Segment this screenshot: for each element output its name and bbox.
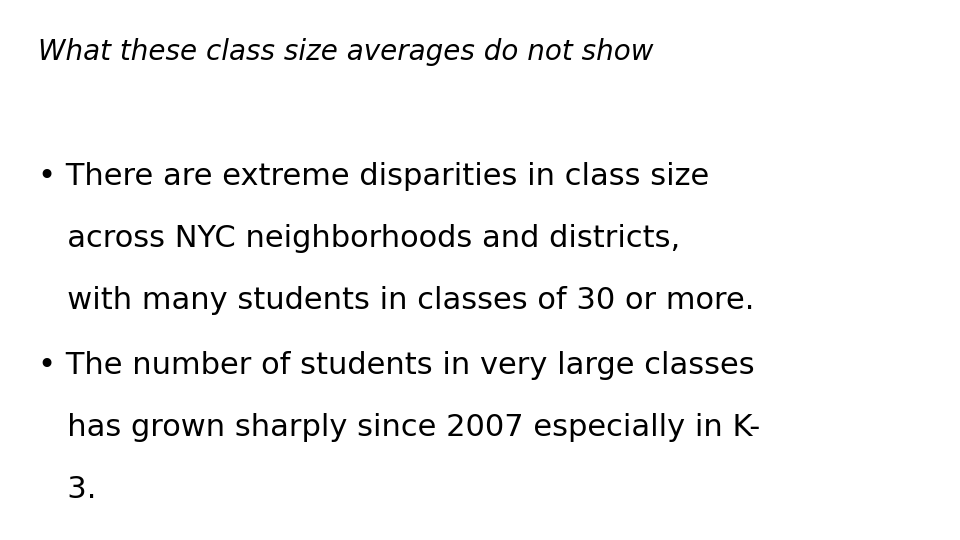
- Text: with many students in classes of 30 or more.: with many students in classes of 30 or m…: [38, 286, 755, 315]
- Text: 3.: 3.: [38, 475, 97, 504]
- Text: has grown sharply since 2007 especially in K-: has grown sharply since 2007 especially …: [38, 413, 760, 442]
- Text: What these class size averages do not show: What these class size averages do not sh…: [38, 38, 654, 66]
- Text: • The number of students in very large classes: • The number of students in very large c…: [38, 351, 755, 380]
- Text: across NYC neighborhoods and districts,: across NYC neighborhoods and districts,: [38, 224, 681, 253]
- Text: • There are extreme disparities in class size: • There are extreme disparities in class…: [38, 162, 709, 191]
